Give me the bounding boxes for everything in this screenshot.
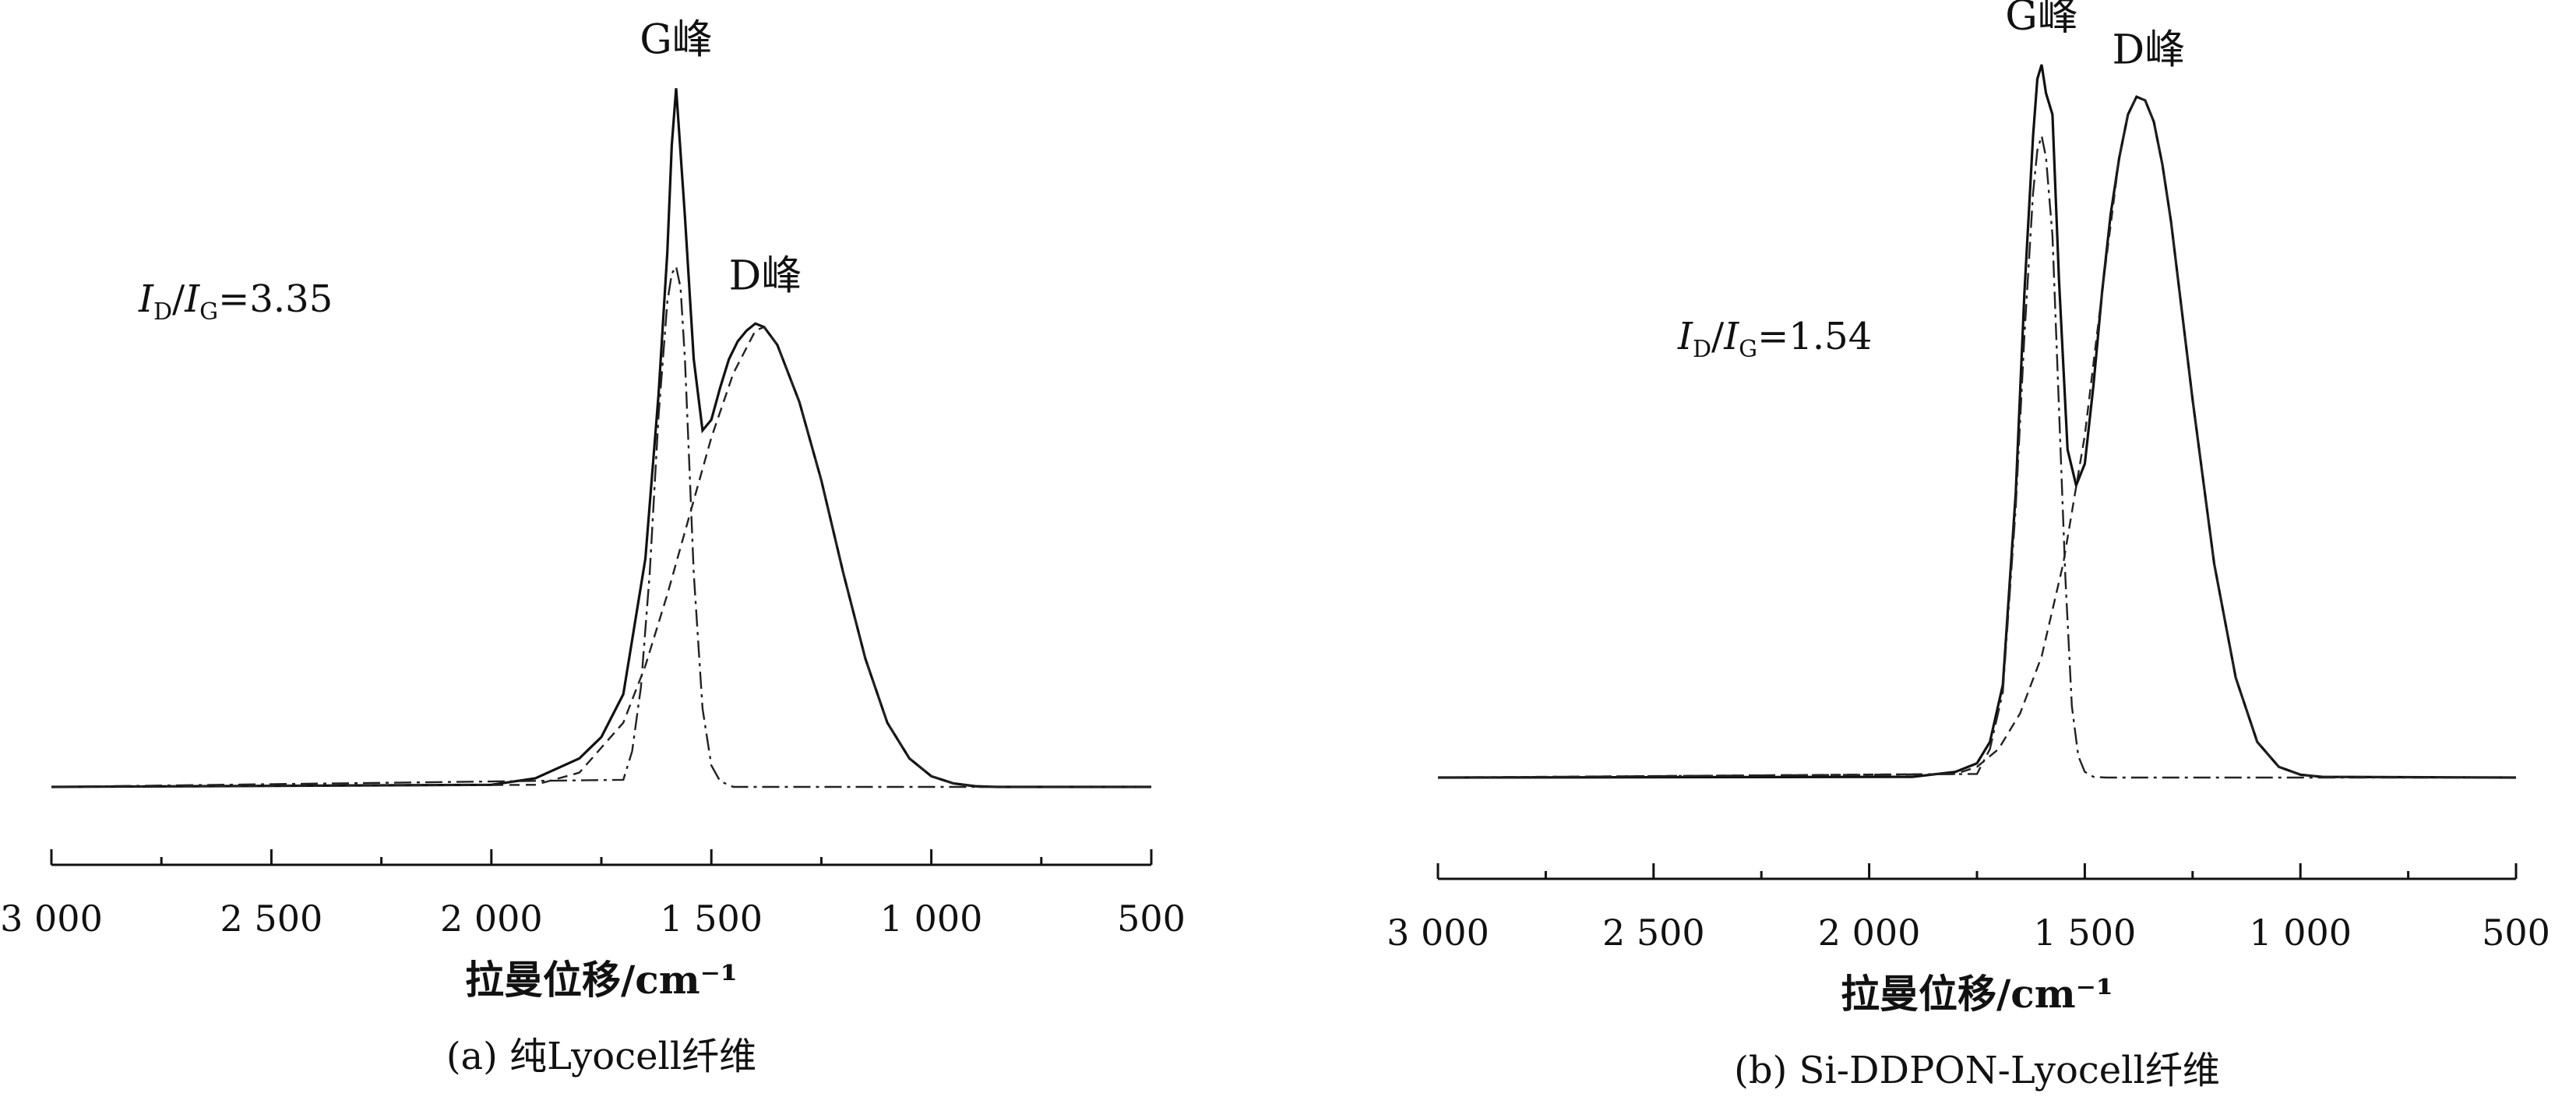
x-tick-label: 2 500 <box>1602 912 1705 954</box>
ratio-part-sub1: D <box>1693 336 1711 363</box>
peak-annotation: D峰 <box>2113 26 2186 73</box>
x-tick-label: 2 000 <box>1818 912 1921 954</box>
panel-a: 3 000 2 500 2 000 1 500 1 000 500 拉曼位移/cm⁻¹ (a)… <box>0 16 1186 1078</box>
ratio-part-slash: / <box>172 277 185 321</box>
peak-annotation: G峰 <box>2005 0 2078 40</box>
ratio-part-value: =1.54 <box>1757 315 1872 358</box>
x-tick-label: 1 500 <box>2034 912 2137 954</box>
ratio-part-I: I <box>138 277 154 321</box>
series-line-g-fit <box>1437 136 2516 779</box>
x-tick-label: 1 500 <box>660 898 763 940</box>
panel-caption: (b) Si-DDPON-Lyocell纤维 <box>1734 1049 2220 1092</box>
series-line-d-fit <box>1437 95 2517 779</box>
ratio-part-value: =3.35 <box>218 277 333 321</box>
ratio-part-I: I <box>1723 315 1739 358</box>
x-tick-label: 3 000 <box>0 898 103 940</box>
ratio-part-sub2: G <box>1739 336 1757 363</box>
series-line-d-fit <box>51 326 1151 788</box>
ratio-part-sub2: G <box>199 298 218 326</box>
ratio-part-sub1: D <box>153 298 172 326</box>
x-tick-label: 1 000 <box>880 898 983 940</box>
panel-caption: (a) 纯Lyocell纤维 <box>446 1035 756 1078</box>
x-tick-label: 500 <box>2482 912 2550 954</box>
intensity-ratio: ID/IG=1.54 <box>1677 315 1872 363</box>
x-tick-label: 2 500 <box>220 898 323 940</box>
x-axis-title: 拉曼位移/cm⁻¹ <box>465 957 738 1003</box>
intensity-ratio: ID/IG=3.35 <box>138 277 333 326</box>
x-tick-label: 3 000 <box>1387 912 1489 954</box>
ratio-part-I: I <box>184 277 200 321</box>
series-line-total <box>51 88 1151 788</box>
series-line-total <box>1437 64 2517 779</box>
series-line-g-fit <box>51 263 1151 788</box>
peak-annotation: G峰 <box>640 16 713 63</box>
peak-annotation: D峰 <box>729 252 802 299</box>
panel-b: 3 000 2 500 2 000 1 500 1 000 500 拉曼位移/cm⁻¹ (b)… <box>1387 0 2550 1092</box>
ratio-part-I: I <box>1677 315 1693 358</box>
x-tick-label: 1 000 <box>2249 912 2352 954</box>
x-axis-title: 拉曼位移/cm⁻¹ <box>1841 971 2113 1017</box>
x-tick-label: 500 <box>1117 898 1186 940</box>
x-tick-label: 2 000 <box>440 898 543 940</box>
ratio-part-slash: / <box>1711 315 1725 358</box>
